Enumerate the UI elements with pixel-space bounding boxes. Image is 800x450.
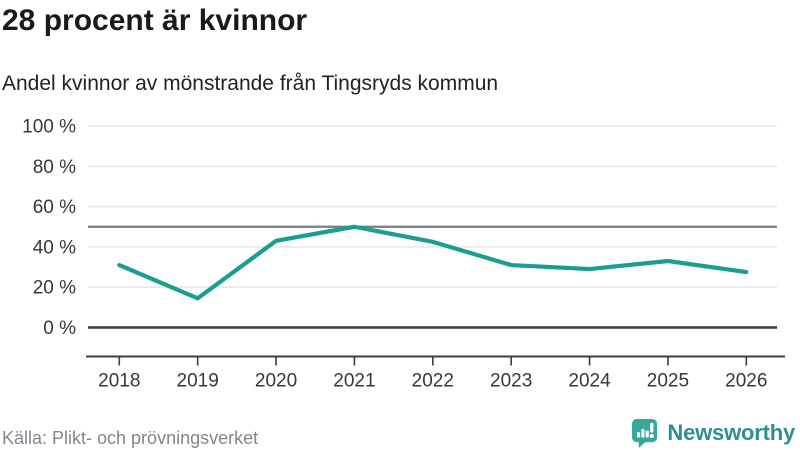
x-tick-label: 2023: [490, 371, 532, 392]
newsworthy-logo[interactable]: Newsworthy: [631, 417, 795, 449]
y-tick-label: 60 %: [33, 197, 76, 218]
line-chart: 0 % 20 % 40 % 60 % 80 % 100 % 2018 2019 2020 2021…: [22, 117, 785, 392]
x-tick-label: 2018: [98, 371, 140, 392]
x-tick-label: 2021: [333, 371, 375, 392]
x-tick-label: 2019: [177, 371, 219, 392]
y-tick-label: 100 %: [22, 117, 76, 138]
data-line-andel-kvinnor: [117, 224, 749, 301]
x-tick-label: 2026: [725, 371, 767, 392]
chart-title: 28 procent är kvinnor: [2, 4, 308, 37]
x-tick-label: 2020: [255, 371, 297, 392]
y-tick-label: 0 %: [43, 318, 76, 339]
x-tick-label: 2022: [412, 371, 454, 392]
y-tick-label: 40 %: [33, 237, 76, 258]
x-tick-label: 2025: [647, 371, 689, 392]
y-tick-label: 80 %: [33, 157, 76, 178]
newsworthy-chart-bubble-icon: [632, 418, 658, 448]
x-tick-label: 2024: [568, 371, 611, 392]
y-tick-label: 20 %: [33, 278, 76, 299]
chart-subtitle: Andel kvinnor av mönstrande från Tingsry…: [2, 72, 499, 95]
source-note: Källa: Plikt- och prövningsverket: [2, 428, 259, 448]
newsworthy-brand-name: Newsworthy: [667, 420, 795, 445]
